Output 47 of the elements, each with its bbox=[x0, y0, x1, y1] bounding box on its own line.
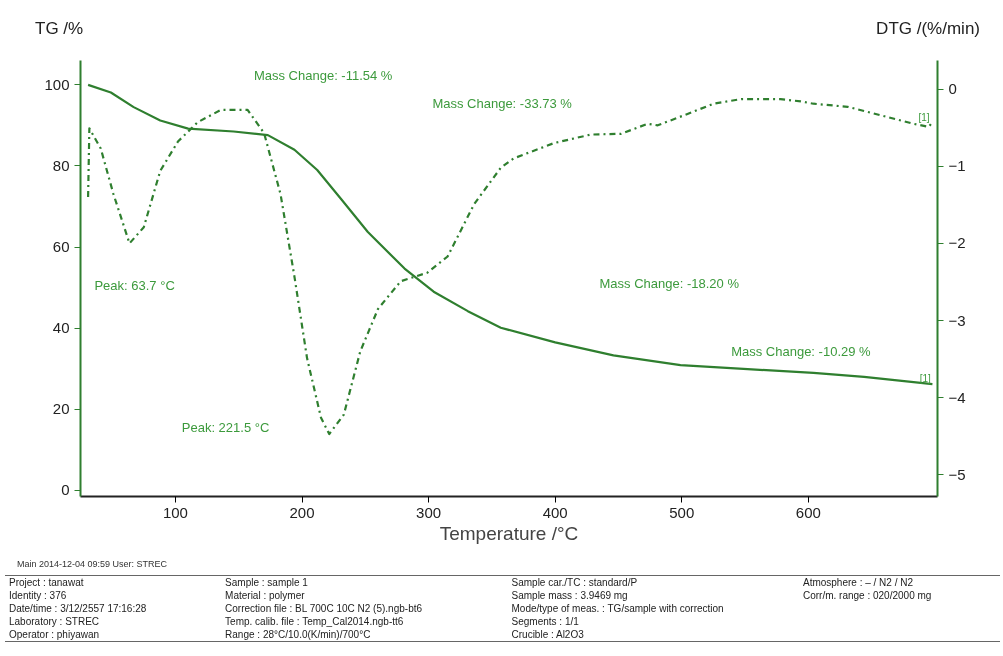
x-tick-label: 300 bbox=[416, 503, 442, 521]
text: Segments : 1/1 bbox=[511, 615, 579, 627]
y2-tick-label: −4 bbox=[948, 388, 966, 406]
annotation: Peak: 63.7 °C bbox=[94, 277, 175, 293]
y-tick-label: 60 bbox=[52, 238, 70, 256]
text: Range : 28°C/10.0(K/min)/700°C bbox=[225, 628, 371, 640]
y2-tick-label: −3 bbox=[948, 311, 966, 329]
text: Project : tanawat bbox=[9, 576, 84, 588]
x-tick-label: 400 bbox=[542, 503, 568, 521]
text: Crucible : Al2O3 bbox=[511, 628, 584, 640]
text: Sample mass : 3.9469 mg bbox=[511, 589, 628, 601]
y2-tick-label: −5 bbox=[948, 465, 966, 483]
y-axis-title: TG /% bbox=[35, 18, 84, 40]
y2-tick-label: −1 bbox=[948, 157, 966, 175]
y-tick-label: 100 bbox=[44, 75, 70, 93]
text: Main 2014-12-04 09:59 User: STREC bbox=[17, 558, 169, 571]
y-tick-label: 0 bbox=[61, 481, 70, 499]
y2-tick-label: 0 bbox=[948, 80, 957, 98]
x-tick-label: 100 bbox=[162, 503, 188, 521]
annotation: Mass Change: -10.29 % bbox=[731, 343, 872, 359]
text: Laboratory : STREC bbox=[9, 615, 100, 627]
text: Correction file : BL 700C 10C N2 (5).ngb-bt6 bbox=[225, 602, 423, 614]
y-tick-label: 20 bbox=[52, 400, 70, 418]
x-axis-title: Temperature /°C bbox=[439, 522, 579, 544]
text: Date/time : 3/12/2557 17:16:28 bbox=[9, 602, 147, 614]
text: Material : polymer bbox=[225, 589, 305, 601]
annotation: [1] bbox=[919, 372, 932, 384]
x-tick-label: 600 bbox=[795, 503, 821, 521]
text: Sample : sample 1 bbox=[225, 576, 308, 588]
text: Temp. calib. file : Temp_Cal2014.ngb-tt6 bbox=[225, 615, 404, 627]
annotation: [1] bbox=[918, 111, 930, 123]
text: Mode/type of meas. : TG/sample with correction bbox=[511, 602, 724, 614]
annotation: Mass Change: -33.73 % bbox=[432, 95, 573, 111]
text: Corr/m. range : 020/2000 mg bbox=[802, 589, 932, 601]
text: Atmosphere : – / N2 / N2 bbox=[802, 576, 914, 588]
annotation: Mass Change: -18.20 % bbox=[599, 275, 740, 291]
y-tick-label: 80 bbox=[52, 156, 70, 174]
x-tick-label: 500 bbox=[669, 503, 695, 521]
y-tick-label: 40 bbox=[52, 319, 70, 337]
text: Sample car./TC : standard/P bbox=[511, 576, 638, 588]
annotation: Mass Change: -11.54 % bbox=[253, 67, 393, 83]
text: Operator : phiyawan bbox=[9, 628, 100, 640]
annotation: Peak: 221.5 °C bbox=[181, 419, 270, 435]
y2-tick-label: −2 bbox=[948, 234, 966, 252]
x-tick-label: 200 bbox=[289, 503, 315, 521]
text: Identity : 376 bbox=[9, 589, 67, 601]
y2-axis-title: DTG /(%/min) bbox=[876, 18, 980, 40]
